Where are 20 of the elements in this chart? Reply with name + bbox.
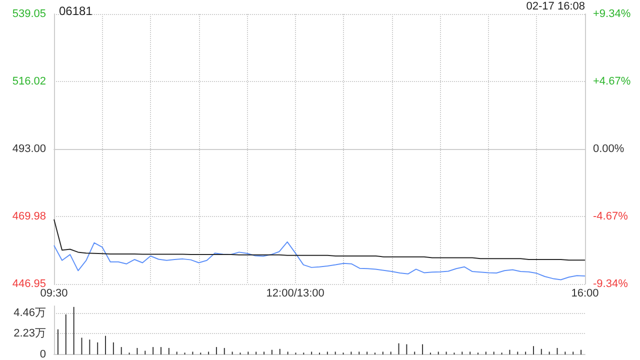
line-series xyxy=(54,241,586,280)
x-tick-label: 16:00 xyxy=(571,288,599,300)
y-tick-label: 0 xyxy=(40,348,46,360)
y2-tick-label: 0.00% xyxy=(593,143,624,155)
y-tick-label: 2.23万 xyxy=(14,328,46,340)
x-tick-label: 12:00/13:00 xyxy=(266,288,324,300)
y-tick-label: 539.05 xyxy=(12,8,46,20)
y-tick-label: 493.00 xyxy=(12,143,46,155)
x-tick-label: 09:30 xyxy=(40,288,68,300)
y-tick-label: 4.46万 xyxy=(14,306,46,319)
y2-tick-label: +4.67% xyxy=(593,76,631,88)
y2-tick-label: +9.34% xyxy=(593,8,631,20)
y-tick-label: 446.95 xyxy=(12,278,46,290)
y2-tick-label: -4.67% xyxy=(593,210,628,222)
y-tick-label: 469.98 xyxy=(12,210,46,222)
line-series xyxy=(54,218,586,261)
y-tick-label: 516.02 xyxy=(12,76,46,88)
y2-tick-label: -9.34% xyxy=(593,278,628,290)
text: 02-17 16:08 xyxy=(526,0,585,12)
chart-title: 06181 xyxy=(59,4,93,18)
